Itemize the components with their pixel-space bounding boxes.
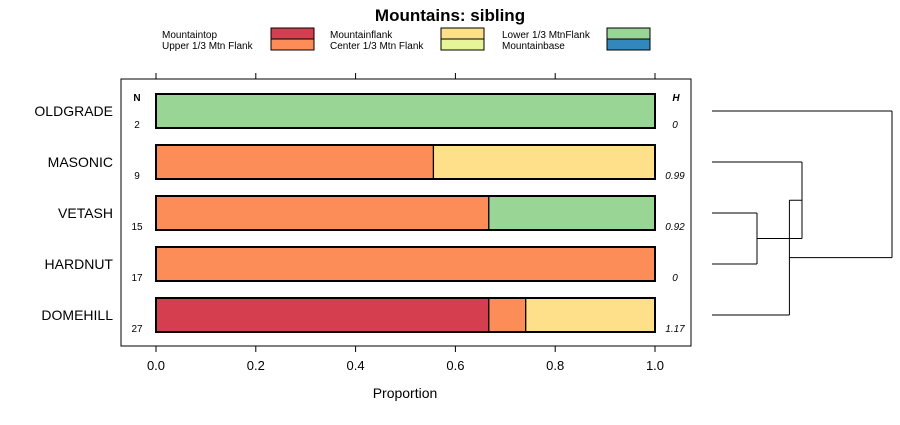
bar-outline-masonic (155, 144, 656, 180)
category-label-oldgrade: OLDGRADE (34, 103, 113, 119)
bars (155, 93, 656, 333)
bar-vetash-lower-1-3-mtnflank (488, 195, 656, 231)
h-value-oldgrade: 0 (672, 120, 678, 131)
bar-masonic-mountainflank (432, 144, 656, 180)
bar-domehill-mountaintop (155, 297, 490, 333)
x-tick-label-2: 0.4 (347, 358, 365, 373)
bar-outline-domehill (155, 297, 656, 333)
category-labels: OLDGRADE MASONIC VETASH HARDNUT DOMEHILL (34, 103, 113, 323)
legend-label-center-1-3-mtn-flank: Center 1/3 Mtn Flank (330, 41, 424, 52)
n-header: N (133, 93, 140, 104)
bar-masonic-upper-1-3-mtn-flank (155, 144, 435, 180)
x-axis: 0.0 0.2 0.4 0.6 0.8 1.0 (147, 73, 664, 373)
legend-swatch-mountainflank (440, 27, 485, 40)
h-values: 0 0.99 0.92 0 1.17 (665, 120, 685, 335)
legend-swatch-lower-1-3-mtnflank (606, 27, 651, 40)
n-value-hardnut: 17 (131, 273, 143, 284)
n-value-masonic: 9 (134, 171, 140, 182)
bar-domehill-upper-1-3-mtn-flank (488, 297, 527, 333)
chart-title: Mountains: sibling (375, 6, 525, 25)
h-value-vetash: 0.92 (665, 222, 685, 233)
legend-label-mountaintop: Mountaintop (162, 30, 217, 41)
bar-outline-oldgrade (155, 93, 656, 129)
dendrogram (712, 110, 893, 316)
legend-label-lower-1-3-mtnflank: Lower 1/3 MtnFlank (502, 30, 591, 41)
category-label-vetash: VETASH (58, 205, 113, 221)
n-value-oldgrade: 2 (134, 120, 140, 131)
bar-domehill-mountainflank (525, 297, 656, 333)
plot-panel (120, 78, 692, 347)
bar-outline-vetash (155, 195, 656, 231)
n-values: 2 9 15 17 27 (131, 120, 143, 335)
legend-swatch-center-1-3-mtn-flank (440, 38, 485, 51)
bar-vetash-upper-1-3-mtn-flank (155, 195, 490, 231)
legend-label-mountainflank: Mountainflank (330, 30, 393, 41)
h-value-domehill: 1.17 (665, 324, 685, 335)
legend-swatch-mountaintop (270, 27, 315, 40)
x-tick-label-5: 1.0 (646, 358, 664, 373)
h-header: H (672, 93, 680, 104)
bar-oldgrade-lower-1-3-mtnflank (155, 93, 656, 129)
legend-label-upper-1-3-mtn-flank: Upper 1/3 Mtn Flank (162, 41, 254, 52)
h-value-hardnut: 0 (672, 273, 678, 284)
n-value-domehill: 27 (131, 324, 143, 335)
bar-outline-hardnut (155, 246, 656, 282)
n-value-vetash: 15 (131, 222, 143, 233)
x-tick-label-0: 0.0 (147, 358, 165, 373)
category-label-domehill: DOMEHILL (41, 307, 113, 323)
x-tick-label-1: 0.2 (247, 358, 265, 373)
bar-hardnut-upper-1-3-mtn-flank (155, 246, 656, 282)
x-axis-title: Proportion (373, 385, 438, 401)
category-label-masonic: MASONIC (48, 154, 113, 170)
legend-swatch-mountainbase (606, 38, 651, 51)
x-tick-label-3: 0.6 (446, 358, 464, 373)
category-label-hardnut: HARDNUT (45, 256, 114, 272)
x-tick-label-4: 0.8 (546, 358, 564, 373)
legend-label-mountainbase: Mountainbase (502, 41, 565, 52)
legend-swatch-upper-1-3-mtn-flank (270, 38, 315, 51)
h-value-masonic: 0.99 (665, 171, 685, 182)
